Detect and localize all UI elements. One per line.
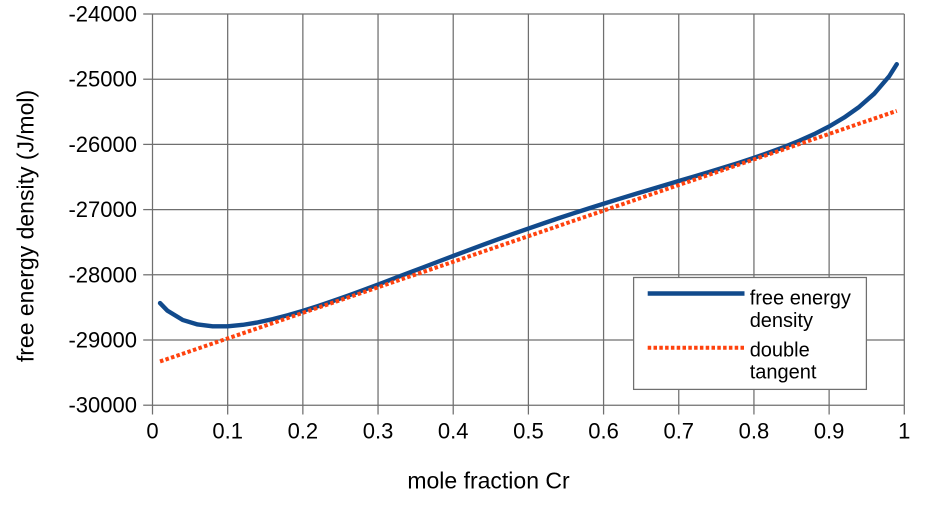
legend-label-double-tangent-line2: tangent [750, 361, 817, 383]
legend-label-double-tangent-line1: double [750, 340, 810, 362]
y-tick-label: -29000 [68, 328, 137, 353]
x-tick-label: 0 [146, 419, 158, 444]
legend-label-free-energy-line2: density [750, 310, 813, 332]
x-tick-label: 0.5 [513, 419, 544, 444]
y-tick-label: -26000 [68, 132, 137, 157]
legend: free energy density double tangent [632, 276, 868, 391]
y-tick-label: -24000 [68, 2, 137, 27]
x-tick-label: 1 [898, 419, 910, 444]
x-tick-label: 0.4 [438, 419, 469, 444]
y-axis-tick-labels: -24000 -25000 -26000 -27000 -28000 -29000 -300… [68, 2, 137, 418]
x-tick-label: 0.8 [739, 419, 770, 444]
y-tick-label: -25000 [68, 67, 137, 92]
x-tick-label: 0.7 [663, 419, 694, 444]
series-double-tangent-line [159, 108, 898, 364]
x-axis-tick-labels: 0 0.1 0.2 0.3 0.4 0.5 0.6 0.7 0.8 0.9 1 [146, 419, 910, 444]
y-tick-label: -27000 [68, 197, 137, 222]
x-tick-label: 0.3 [363, 419, 394, 444]
x-tick-label: 0.2 [288, 419, 319, 444]
y-axis-title: free energy density (J/mol) [13, 90, 39, 362]
x-tick-label: 0.6 [588, 419, 619, 444]
y-tick-label: -28000 [68, 262, 137, 287]
x-tick-label: 0.1 [212, 419, 243, 444]
legend-box [632, 276, 868, 391]
series-free-energy-density-line [157, 62, 899, 329]
x-tick-label: 0.9 [814, 419, 845, 444]
x-axis-title: mole fraction Cr [407, 468, 570, 494]
legend-label-free-energy-line1: free energy [750, 288, 851, 310]
axis-tick-marks [143, 13, 905, 415]
y-tick-label: -30000 [68, 393, 137, 418]
